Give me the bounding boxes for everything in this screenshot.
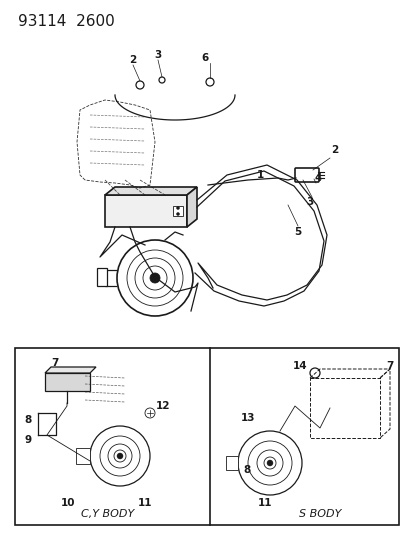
Text: 1: 1 [256, 170, 263, 180]
Text: 3: 3 [306, 197, 313, 207]
Circle shape [266, 460, 272, 466]
Circle shape [176, 213, 179, 215]
Text: 11: 11 [257, 498, 272, 508]
Bar [105, 195, 187, 227]
Circle shape [117, 240, 192, 316]
Circle shape [309, 368, 319, 378]
Text: 10: 10 [61, 498, 75, 508]
Circle shape [176, 206, 179, 209]
Bar [97, 268, 107, 286]
Circle shape [237, 431, 301, 495]
Polygon shape [187, 187, 197, 227]
Circle shape [159, 77, 165, 83]
Bar [15, 348, 398, 525]
Text: 7: 7 [51, 358, 59, 368]
Text: 93114  2600: 93114 2600 [18, 14, 114, 29]
Text: 2: 2 [330, 145, 338, 155]
Text: S BODY: S BODY [298, 509, 340, 519]
Bar [76, 448, 90, 464]
Circle shape [145, 408, 154, 418]
Text: C,Y BODY: C,Y BODY [81, 509, 134, 519]
Text: 6: 6 [201, 53, 208, 63]
Text: 12: 12 [155, 401, 170, 411]
Text: 8: 8 [243, 465, 250, 475]
Text: 11: 11 [138, 498, 152, 508]
Circle shape [206, 78, 214, 86]
Text: 9: 9 [24, 435, 31, 445]
Text: 5: 5 [294, 227, 301, 237]
Text: 7: 7 [385, 361, 393, 371]
Bar [45, 373, 90, 391]
Text: 13: 13 [240, 413, 255, 423]
FancyBboxPatch shape [294, 168, 318, 182]
Text: 3: 3 [154, 50, 161, 60]
Circle shape [117, 453, 123, 459]
Text: 14: 14 [292, 361, 306, 371]
Text: 8: 8 [24, 415, 31, 425]
Circle shape [136, 81, 144, 89]
Circle shape [150, 273, 159, 283]
Polygon shape [45, 367, 96, 373]
Bar [225, 456, 237, 470]
Text: 4: 4 [313, 173, 321, 183]
Text: 2: 2 [129, 55, 136, 65]
Polygon shape [105, 187, 197, 195]
Circle shape [90, 426, 150, 486]
Bar [173, 206, 183, 216]
